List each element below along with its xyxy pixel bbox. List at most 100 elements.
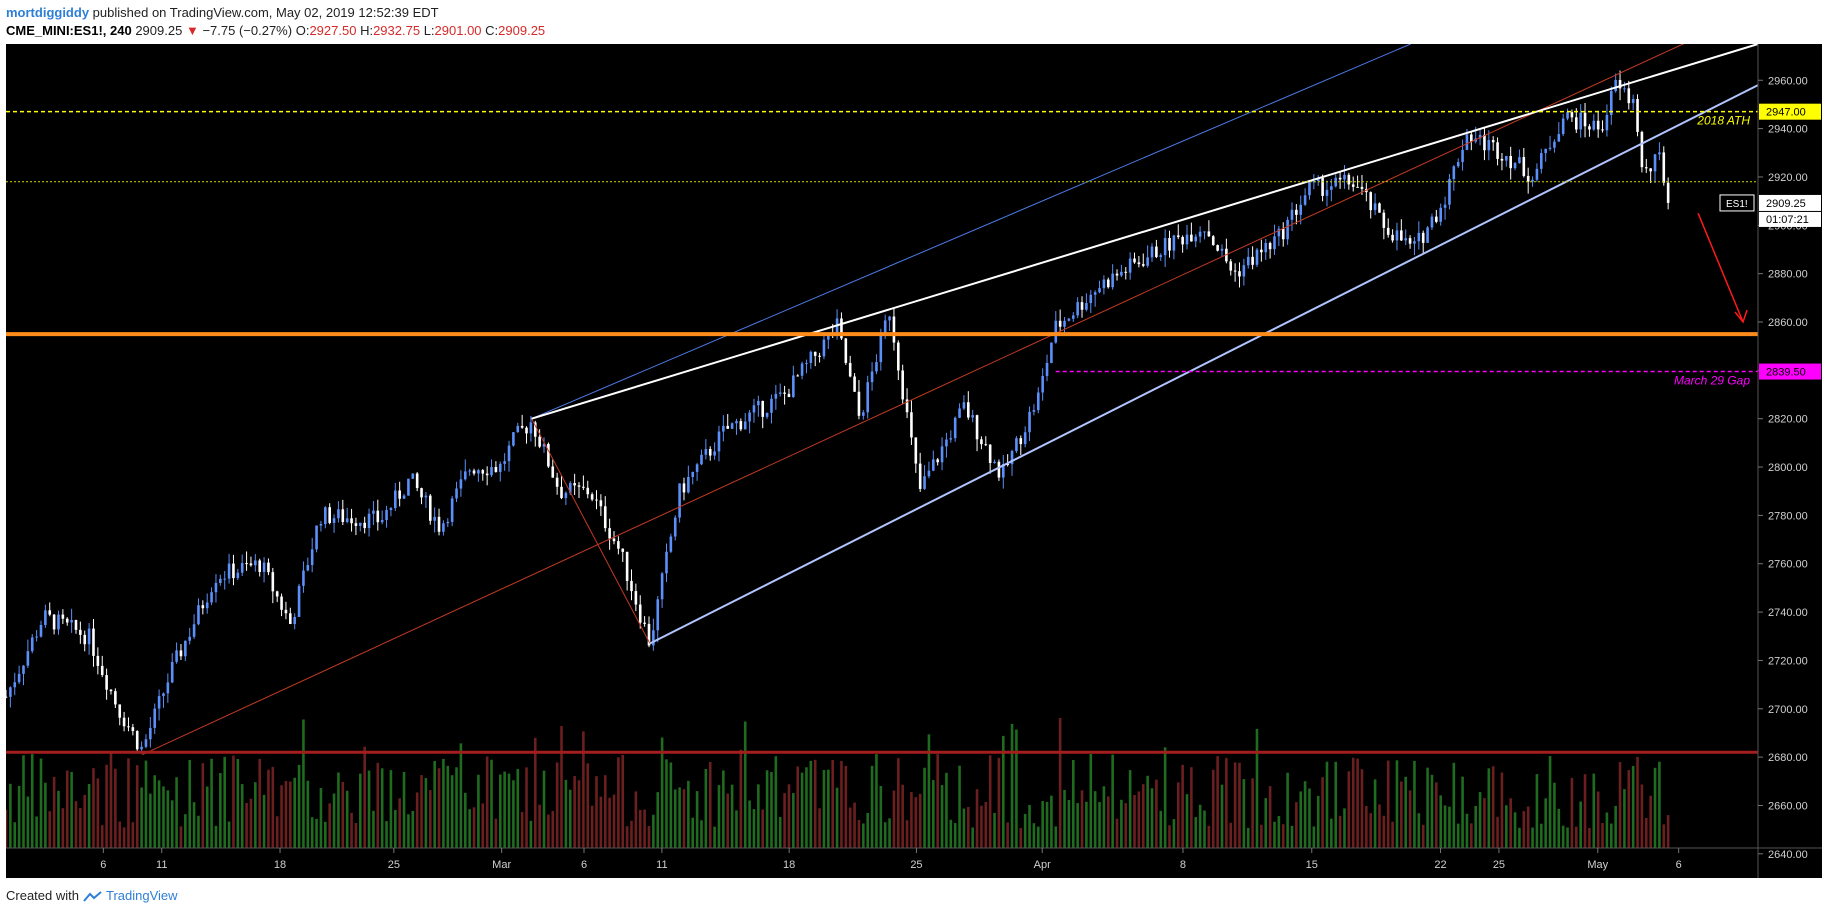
volume-bar: [26, 796, 30, 848]
volume-bar: [1246, 827, 1250, 848]
candle-body: [227, 563, 231, 579]
volume-bar: [162, 786, 165, 848]
volume-bar: [52, 776, 56, 848]
chart-area[interactable]: 2018 ATH March 29 Gap 2640.00 2660.00 2680.…: [4, 19, 1822, 878]
volume-bar: [1255, 728, 1259, 848]
price-tick-label: 2880.00: [1768, 269, 1808, 281]
volume-bar: [109, 751, 113, 848]
candle-body: [407, 478, 410, 496]
volume-bar: [350, 812, 353, 848]
volume-bar: [844, 765, 848, 848]
candle-body: [1216, 245, 1219, 251]
candle-body: [1666, 182, 1670, 203]
candle-body: [1163, 238, 1167, 256]
volume-bar: [1128, 770, 1132, 848]
candle-body: [551, 466, 555, 478]
candle-body: [529, 422, 533, 434]
candle-body: [516, 425, 520, 433]
volume-bar: [1592, 773, 1596, 848]
volume-bar: [411, 810, 415, 848]
volume-bar: [442, 758, 445, 848]
volume-bar: [1404, 776, 1408, 848]
volume-bar: [1618, 762, 1622, 848]
volume-bar: [638, 809, 642, 848]
volume-bar: [1137, 791, 1141, 848]
candle-body: [1058, 320, 1062, 327]
volume-bar: [1001, 735, 1005, 848]
volume-bar: [1491, 766, 1495, 848]
volume-bar: [1303, 781, 1307, 848]
candle-body: [1067, 318, 1071, 321]
volume-bar: [897, 758, 900, 848]
volume-bar: [1150, 788, 1154, 848]
time-tick-label: 6: [581, 859, 587, 871]
candle-body: [48, 610, 52, 615]
candle-body: [1141, 264, 1145, 266]
candle-body: [1631, 98, 1635, 104]
candle-body: [988, 444, 992, 464]
candle-body: [1281, 228, 1285, 240]
volume-bar: [647, 826, 651, 848]
volume-bar: [1644, 817, 1648, 848]
candle-body: [65, 618, 69, 623]
candle-body: [1553, 141, 1556, 148]
volume-bar: [936, 754, 939, 848]
volume-bar: [822, 770, 826, 848]
tradingview-brand[interactable]: TradingView: [106, 888, 178, 903]
candle-body: [743, 421, 747, 430]
volume-bar: [1207, 825, 1211, 848]
candle-body: [1618, 79, 1622, 89]
volume-bar: [319, 788, 323, 848]
candle-body: [214, 582, 218, 593]
candle-body: [643, 622, 646, 624]
time-tick-label: 18: [783, 859, 795, 871]
candle-body: [1010, 451, 1014, 465]
volume-bar: [835, 787, 839, 848]
candle-body: [433, 516, 436, 521]
volume-bar: [862, 823, 865, 848]
candle-body: [612, 538, 616, 542]
candle-body: [389, 508, 393, 510]
volume-bar: [1050, 795, 1053, 848]
candle-body: [415, 473, 419, 489]
volume-bar: [687, 780, 690, 848]
volume-bar: [1146, 775, 1149, 848]
volume-bar: [223, 756, 227, 848]
candle-body: [140, 746, 143, 750]
candle-body: [1461, 149, 1464, 163]
volume-bar: [310, 817, 314, 848]
price-chart[interactable]: 2018 ATH March 29 Gap 2640.00 2660.00 2680.…: [4, 19, 1822, 878]
lower-wedge-line: [649, 84, 1759, 645]
candle-body: [485, 473, 489, 476]
upper-wedge-line: [531, 43, 1759, 420]
candle-body: [463, 471, 467, 480]
price-tick-label: 2800.00: [1768, 462, 1808, 474]
candle-body: [359, 522, 362, 526]
volume-bar: [923, 767, 926, 848]
volume-bar: [1470, 823, 1473, 848]
author-name[interactable]: mortdiggiddy: [6, 5, 90, 20]
tradingview-logo-icon[interactable]: [82, 890, 103, 903]
volume-bar: [446, 765, 450, 848]
volume-bar: [870, 765, 874, 848]
candle-body: [997, 461, 1001, 478]
candle-body: [197, 605, 200, 625]
volume-bar: [293, 777, 296, 848]
candle-body: [1596, 120, 1600, 130]
volume-bar: [420, 775, 423, 848]
candle-body: [910, 412, 913, 438]
candle-body: [713, 451, 716, 456]
price-tick-label: 2760.00: [1768, 559, 1808, 571]
candle-body: [205, 602, 209, 609]
volume-bar: [1198, 804, 1202, 848]
candle-body: [153, 708, 157, 728]
volume-bar: [1365, 805, 1368, 848]
volume-bar: [22, 755, 25, 848]
candle-body: [1588, 126, 1591, 130]
candle-body: [1045, 362, 1049, 376]
candle-body: [149, 727, 152, 740]
volume-bar: [407, 814, 410, 848]
volume-bar: [971, 827, 974, 848]
time-tick-label: 25: [1493, 859, 1505, 871]
volume-bar: [1452, 762, 1456, 848]
